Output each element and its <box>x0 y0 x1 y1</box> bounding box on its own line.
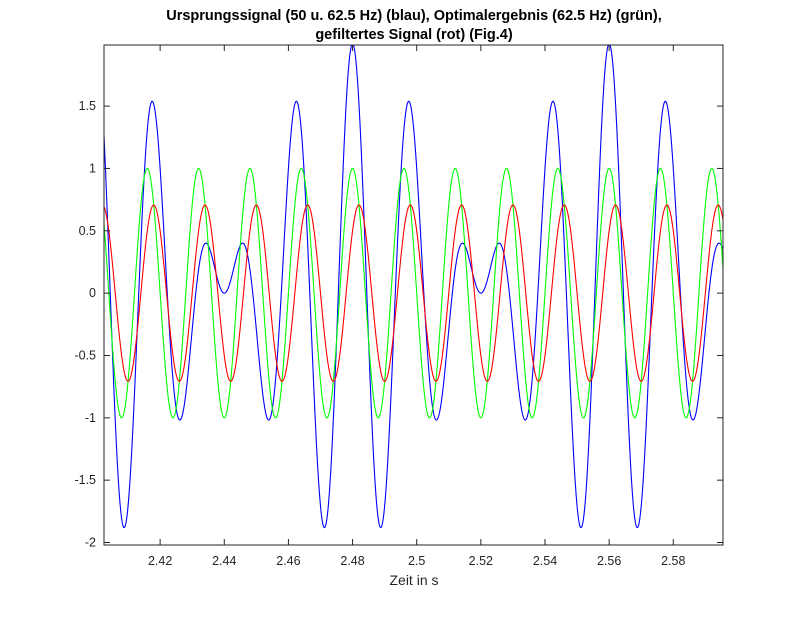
series-line-2 <box>104 167 723 419</box>
chart-title-line2: gefiltertes Signal (rot) (Fig.4) <box>315 27 513 43</box>
x-tick-label: 2.48 <box>340 554 364 568</box>
y-tick-label: 0.5 <box>79 224 96 238</box>
x-tick-label: 2.58 <box>661 554 685 568</box>
x-tick-label: 2.5 <box>408 554 425 568</box>
x-axis-label: Zeit in s <box>389 572 438 588</box>
plot-area <box>104 45 723 545</box>
series-line-3 <box>104 204 723 382</box>
x-ticks: 2.42 2.44 2.46 2.48 2.5 2.52 2.54 2.56 2.58 <box>148 45 685 568</box>
y-ticks: -2 -1.5 -1 -0.5 0 0.5 1 1.5 <box>74 99 723 550</box>
series-line-1 <box>104 45 723 529</box>
y-tick-label: -2 <box>85 536 96 550</box>
x-tick-label: 2.52 <box>469 554 493 568</box>
y-tick-label: -1 <box>85 411 96 425</box>
y-tick-label: -1.5 <box>74 473 96 487</box>
y-tick-label: -0.5 <box>74 348 96 362</box>
y-tick-label: 0 <box>89 286 96 300</box>
x-tick-label: 2.54 <box>533 554 557 568</box>
y-tick-label: 1 <box>89 161 96 175</box>
x-tick-label: 2.42 <box>148 554 172 568</box>
axes-box <box>103 44 724 546</box>
chart-title-line1: Ursprungssignal (50 u. 62.5 Hz) (blau), … <box>166 8 662 24</box>
y-tick-label: 1.5 <box>79 99 96 113</box>
x-tick-label: 2.46 <box>276 554 300 568</box>
series-layer <box>104 45 723 529</box>
x-tick-label: 2.44 <box>212 554 236 568</box>
x-tick-label: 2.56 <box>597 554 621 568</box>
